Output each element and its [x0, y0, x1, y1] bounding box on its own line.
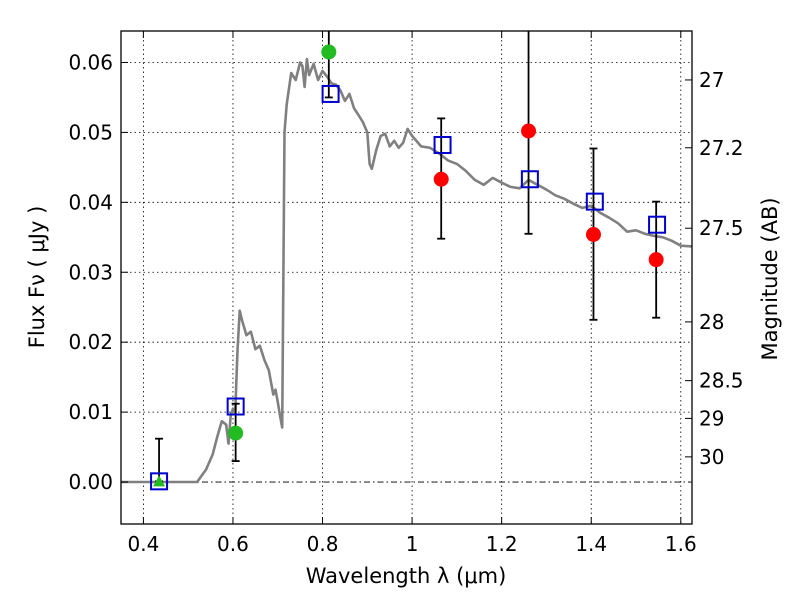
model-sed-path — [121, 57, 693, 484]
x-tick-label: 1.2 — [486, 532, 518, 556]
x-tick-label: 1.6 — [665, 532, 697, 556]
model-point — [585, 192, 604, 211]
model-point — [433, 135, 452, 154]
y-tick-label: 0.00 — [68, 470, 113, 494]
x-axis-ticks: 0.4 0.6 0.8 1 1.2 1.4 1.6 — [127, 31, 697, 556]
magnitude-tick-label: 29 — [699, 406, 724, 430]
y-tick-label: 0.02 — [68, 330, 113, 354]
x-tick-label: 0.4 — [127, 532, 159, 556]
grid — [121, 31, 692, 524]
model-sed-line — [121, 57, 693, 484]
model-points — [150, 84, 667, 491]
model-point — [321, 84, 340, 103]
observed-point — [228, 425, 244, 441]
magnitude-tick-label: 28 — [699, 310, 724, 334]
y-tick-label: 0.06 — [68, 50, 113, 74]
y-tick-label: 0.04 — [68, 190, 113, 214]
plot-background — [121, 31, 692, 524]
magnitude-tick-label: 28.5 — [699, 369, 744, 393]
observed-point — [321, 44, 337, 60]
observed-point — [585, 226, 601, 242]
x-tick-label: 1 — [406, 532, 419, 556]
y-tick-label: 0.05 — [68, 120, 113, 144]
model-point — [226, 397, 245, 416]
magnitude-axis-ticks: 27 27.2 27.5 28 28.5 29 30 — [685, 68, 744, 469]
model-point — [150, 472, 169, 491]
y-tick-label: 0.03 — [68, 260, 113, 284]
model-point — [648, 215, 667, 234]
magnitude-tick-label: 27 — [699, 68, 724, 92]
model-point — [520, 170, 539, 189]
x-tick-label: 1.4 — [575, 532, 607, 556]
y-axis-ticks: 0.00 0.01 0.02 0.03 0.04 0.05 0.06 — [68, 50, 128, 494]
magnitude-tick-label: 27.2 — [699, 136, 744, 160]
magnitude-axis-label: Magnitude (AB) — [758, 197, 782, 360]
y-axis-label: Flux Fν ( μJy ) — [25, 206, 49, 349]
observed-point — [648, 252, 664, 268]
magnitude-tick-label: 27.5 — [699, 216, 744, 240]
magnitude-tick-label: 30 — [699, 445, 724, 469]
y-tick-label: 0.01 — [68, 400, 113, 424]
observed-point — [521, 123, 537, 139]
plot-frame — [120, 30, 693, 525]
x-tick-label: 0.8 — [307, 532, 339, 556]
x-axis-label: Wavelength λ (μm) — [306, 564, 507, 588]
observed-points — [153, 44, 664, 487]
observed-point — [433, 171, 449, 187]
x-tick-label: 0.6 — [217, 532, 249, 556]
observed-point — [153, 475, 166, 487]
